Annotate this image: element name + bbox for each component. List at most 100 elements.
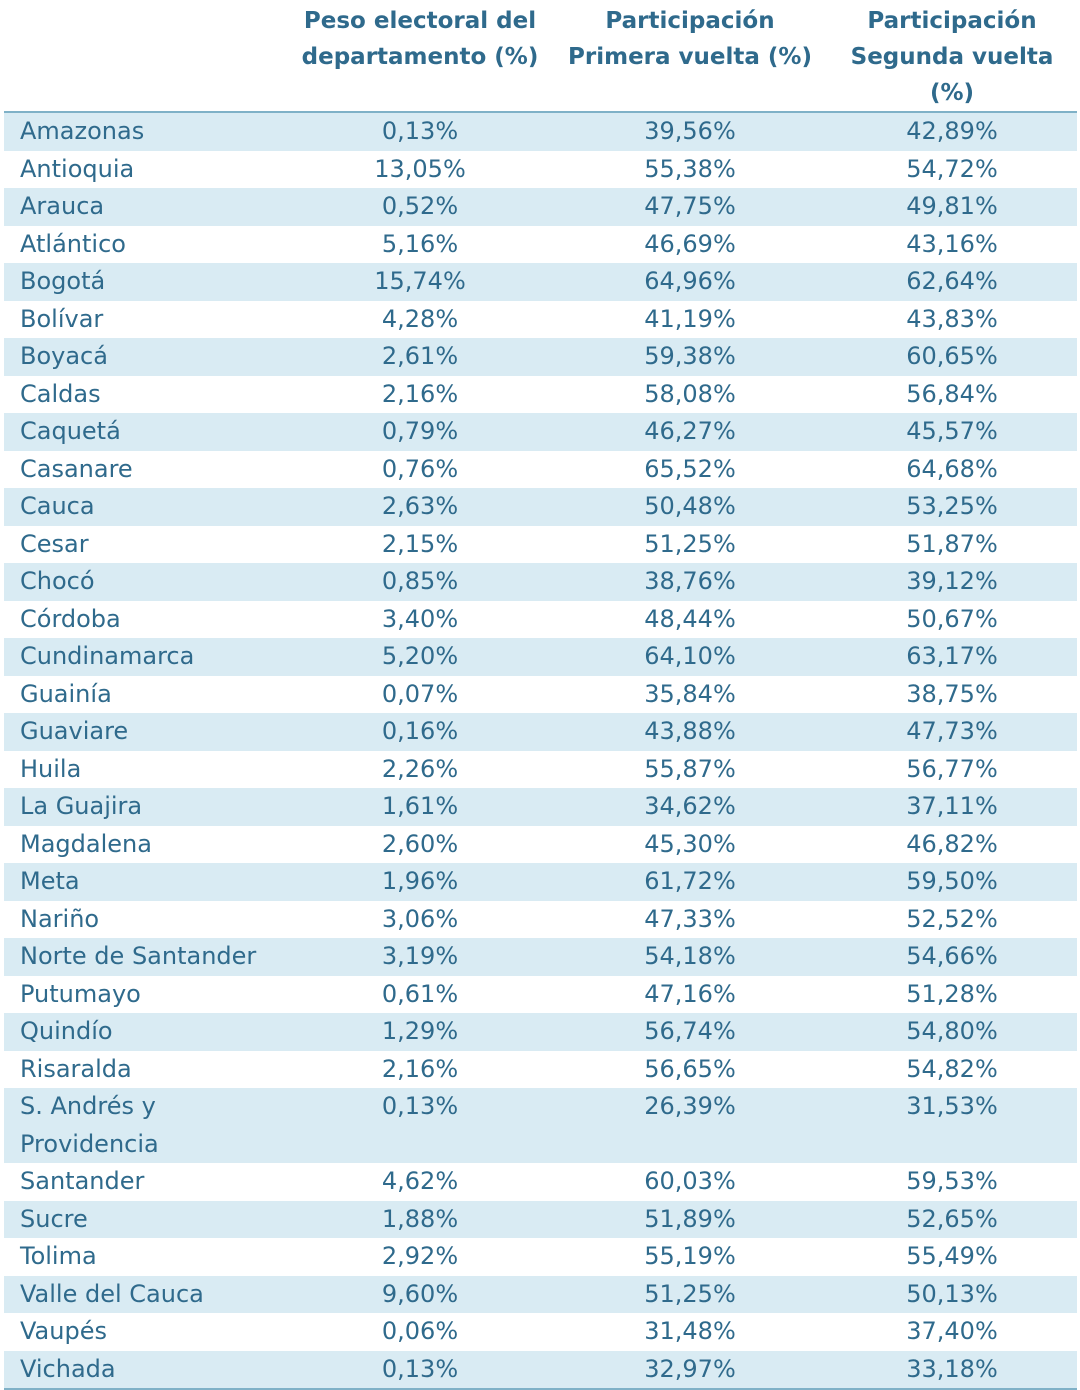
electoral-weight-cell: 0,85% (287, 563, 553, 601)
table-row: S. Andrés y Providencia 0,13% 26,39% 31,53% (4, 1088, 1077, 1163)
table-row: Bolívar 4,28% 41,19% 43,83% (4, 300, 1077, 338)
turnout-second-round-cell: 51,87% (827, 525, 1077, 563)
table-body: Amazonas 0,13% 39,56% 42,89% Antioquia 13,05%… (4, 112, 1077, 1390)
turnout-second-round-cell: 56,77% (827, 750, 1077, 788)
turnout-first-round-cell: 47,75% (553, 188, 827, 226)
turnout-first-round-cell: 35,84% (553, 675, 827, 713)
turnout-second-round-cell: 56,84% (827, 375, 1077, 413)
turnout-second-round-cell: 43,83% (827, 300, 1077, 338)
table-row: Cesar 2,15% 51,25% 51,87% (4, 525, 1077, 563)
electoral-weight-cell: 1,29% (287, 1013, 553, 1051)
turnout-first-round-cell: 41,19% (553, 300, 827, 338)
department-cell: La Guajira (4, 788, 287, 826)
department-name: Amazonas (20, 117, 145, 145)
table-row: Atlántico 5,16% 46,69% 43,16% (4, 225, 1077, 263)
department-name: S. Andrés y Providencia (20, 1092, 159, 1158)
turnout-second-round-cell: 53,25% (827, 488, 1077, 526)
table-row: Guaviare 0,16% 43,88% 47,73% (4, 713, 1077, 751)
electoral-weight-cell: 2,26% (287, 750, 553, 788)
table-row: Guainía 0,07% 35,84% 38,75% (4, 675, 1077, 713)
turnout-second-round-cell: 47,73% (827, 713, 1077, 751)
department-name: Cesar (20, 529, 89, 558)
table-row: Caldas 2,16% 58,08% 56,84% (4, 375, 1077, 413)
table-row: Bogotá 15,74% 64,96% 62,64% (4, 263, 1077, 301)
table-row: Meta 1,96% 61,72% 59,50% (4, 863, 1077, 901)
turnout-second-round-cell: 64,68% (827, 450, 1077, 488)
electoral-weight-cell: 0,79% (287, 413, 553, 451)
department-cell: Vichada (4, 1350, 287, 1390)
electoral-weight-cell: 0,76% (287, 450, 553, 488)
electoral-weight-cell: 1,61% (287, 788, 553, 826)
department-cell: Valle del Cauca (4, 1275, 287, 1313)
department-cell: Santander (4, 1163, 287, 1201)
table-row: Valle del Cauca 9,60% 51,25% 50,13% (4, 1275, 1077, 1313)
table-row: Risaralda 2,16% 56,65% 54,82% (4, 1050, 1077, 1088)
department-cell: Putumayo (4, 975, 287, 1013)
electoral-weight-cell: 2,60% (287, 825, 553, 863)
department-name: Valle del Cauca (20, 1279, 204, 1308)
turnout-second-round-cell: 31,53% (827, 1088, 1077, 1163)
electoral-weight-cell: 0,07% (287, 675, 553, 713)
turnout-second-round-cell: 52,65% (827, 1200, 1077, 1238)
table-row: Tolima 2,92% 55,19% 55,49% (4, 1238, 1077, 1276)
electoral-weight-cell: 4,28% (287, 300, 553, 338)
turnout-first-round-cell: 46,27% (553, 413, 827, 451)
department-name: Bogotá (20, 267, 106, 295)
department-name: Cauca (20, 492, 95, 520)
turnout-second-round-cell: 54,72% (827, 150, 1077, 188)
turnout-second-round-cell: 50,67% (827, 600, 1077, 638)
department-cell: Norte de Santander (4, 938, 287, 976)
department-name: Quindío (20, 1017, 113, 1045)
turnout-first-round-cell: 34,62% (553, 788, 827, 826)
table-row: Vaupés 0,06% 31,48% 37,40% (4, 1313, 1077, 1351)
department-name: Vaupés (20, 1317, 107, 1345)
table-row: Cauca 2,63% 50,48% 53,25% (4, 488, 1077, 526)
turnout-first-round-cell: 58,08% (553, 375, 827, 413)
turnout-second-round-cell: 52,52% (827, 900, 1077, 938)
turnout-second-round-cell: 42,89% (827, 112, 1077, 151)
department-cell: Caquetá (4, 413, 287, 451)
turnout-second-round-cell: 43,16% (827, 225, 1077, 263)
table-row: Córdoba 3,40% 48,44% 50,67% (4, 600, 1077, 638)
department-cell: Arauca (4, 188, 287, 226)
department-name: Caquetá (20, 417, 121, 445)
electoral-weight-cell: 1,96% (287, 863, 553, 901)
department-name: Magdalena (20, 829, 152, 858)
department-cell: Vaupés (4, 1313, 287, 1351)
department-name: Córdoba (20, 604, 121, 633)
turnout-second-round-cell: 62,64% (827, 263, 1077, 301)
turnout-second-round-cell: 37,40% (827, 1313, 1077, 1351)
turnout-first-round-cell: 26,39% (553, 1088, 827, 1163)
table-row: Cundinamarca 5,20% 64,10% 63,17% (4, 638, 1077, 676)
turnout-first-round-cell: 46,69% (553, 225, 827, 263)
department-cell: Magdalena (4, 825, 287, 863)
turnout-second-round-cell: 63,17% (827, 638, 1077, 676)
table-row: Sucre 1,88% 51,89% 52,65% (4, 1200, 1077, 1238)
turnout-second-round-cell: 49,81% (827, 188, 1077, 226)
turnout-second-round-cell: 39,12% (827, 563, 1077, 601)
turnout-second-round-cell: 60,65% (827, 338, 1077, 376)
department-name: Risaralda (20, 1054, 132, 1083)
electoral-weight-cell: 2,16% (287, 1050, 553, 1088)
turnout-first-round-cell: 64,10% (553, 638, 827, 676)
turnout-first-round-cell: 59,38% (553, 338, 827, 376)
department-name: Bolívar (20, 304, 104, 333)
table-row: Casanare 0,76% 65,52% 64,68% (4, 450, 1077, 488)
department-cell: Guainía (4, 675, 287, 713)
table-row: Chocó 0,85% 38,76% 39,12% (4, 563, 1077, 601)
department-name: Putumayo (20, 979, 141, 1008)
header-turnout-first-round: Participación Primera vuelta (%) (553, 0, 827, 113)
turnout-first-round-cell: 50,48% (553, 488, 827, 526)
table-row: Caquetá 0,79% 46,27% 45,57% (4, 413, 1077, 451)
electoral-weight-cell: 0,13% (287, 1350, 553, 1390)
turnout-first-round-cell: 47,16% (553, 975, 827, 1013)
electoral-weight-cell: 3,06% (287, 900, 553, 938)
turnout-second-round-cell: 59,50% (827, 863, 1077, 901)
department-name: Sucre (20, 1204, 88, 1233)
department-name: Cundinamarca (20, 642, 195, 670)
table-row: Norte de Santander 3,19% 54,18% 54,66% (4, 938, 1077, 976)
department-name: La Guajira (20, 792, 143, 820)
electoral-weight-cell: 2,63% (287, 488, 553, 526)
table-header: Peso electoral del departamento (%) Part… (4, 0, 1077, 113)
turnout-first-round-cell: 55,38% (553, 150, 827, 188)
